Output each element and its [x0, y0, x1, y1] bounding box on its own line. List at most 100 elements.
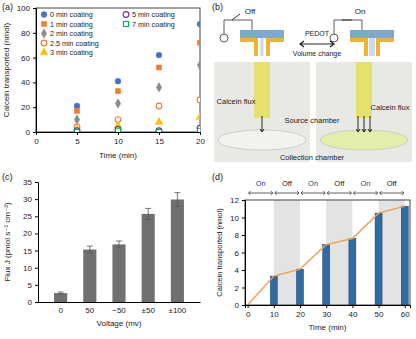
- tick-mark: [405, 305, 406, 308]
- phase-label: Off: [334, 179, 345, 188]
- panel-label: (d): [212, 172, 223, 182]
- tick-label: 8: [235, 231, 240, 240]
- pedot-layer: [376, 38, 394, 56]
- tick-label: 35: [23, 178, 32, 187]
- tick: 10: [270, 305, 279, 319]
- tick: ±100: [169, 302, 187, 315]
- tick-mark: [352, 305, 353, 308]
- point: [115, 78, 121, 84]
- point: [197, 40, 200, 45]
- tick: 60: [401, 305, 410, 319]
- tick: 6: [235, 249, 245, 258]
- tick-mark: [35, 302, 38, 303]
- point: [156, 52, 162, 58]
- switch: [232, 14, 240, 20]
- tick-label: 6: [235, 249, 240, 258]
- tick-label: 0: [28, 298, 33, 307]
- collection-dish: [320, 130, 408, 150]
- point: [197, 21, 200, 27]
- bar: [171, 199, 184, 302]
- chamber: [240, 30, 284, 38]
- plot-frame: [36, 8, 200, 132]
- tick-mark: [35, 285, 38, 286]
- collection-dish: [218, 130, 306, 150]
- bar: [375, 213, 382, 305]
- tick: 80: [21, 29, 36, 38]
- pedot-layer: [350, 38, 368, 56]
- legend-symbol: [123, 21, 128, 26]
- tick-label: 4: [235, 266, 240, 275]
- tick-mark: [242, 218, 245, 219]
- bar: [401, 206, 408, 305]
- tick-mark: [159, 132, 160, 135]
- tick-mark: [33, 132, 36, 133]
- tick: 10: [230, 214, 245, 223]
- axis-title: Flux J (pmol s⁻¹ cm⁻²): [3, 202, 12, 281]
- bar: [349, 239, 356, 306]
- tick-label: 15: [23, 247, 32, 256]
- channel: [261, 38, 264, 56]
- panel-b: (b)OffOnPEDOTVolume changeCalcein fluxCa…: [212, 2, 412, 162]
- error-bar: [145, 208, 151, 219]
- electrode-label: PEDOT: [305, 30, 330, 37]
- tick-label: 0: [246, 310, 251, 319]
- tick-mark: [77, 132, 78, 135]
- phase-shade: [379, 200, 405, 305]
- axis-line: [246, 306, 411, 309]
- bar: [142, 214, 155, 302]
- point: [115, 127, 121, 132]
- tick: 60: [21, 54, 36, 63]
- action-label: Volume change: [293, 50, 341, 58]
- tick-label: 10: [23, 264, 32, 273]
- bar: [323, 245, 330, 305]
- legend-symbol: [41, 29, 46, 38]
- plot-area: [54, 193, 184, 302]
- tick: 50: [375, 305, 384, 319]
- point: [115, 99, 120, 108]
- tick-mark: [35, 216, 38, 217]
- plot-area: [248, 200, 409, 305]
- tick: 5: [75, 132, 80, 146]
- tick-mark: [33, 58, 36, 59]
- phase-label: On: [360, 179, 370, 188]
- tick-label: 0: [235, 301, 240, 310]
- axis: 0102030405060: [246, 305, 411, 319]
- phase-label: Off: [387, 179, 398, 188]
- tick: 0: [246, 305, 251, 319]
- legend-symbol: [41, 12, 47, 18]
- tick: 35: [23, 178, 38, 187]
- tick-mark: [274, 305, 275, 308]
- tick-mark: [242, 288, 245, 289]
- tick-label: 2: [235, 284, 240, 293]
- panel-c: 050−50±50±10005101520253035(c)Voltage (m…: [2, 172, 201, 328]
- tube: [254, 62, 270, 118]
- point: [115, 89, 120, 94]
- legend-label: 3 min coating: [50, 48, 93, 57]
- tick-label: 80: [21, 29, 30, 38]
- legend-label: 7 min coating: [132, 20, 175, 29]
- photo: [316, 62, 412, 162]
- axis-line: [35, 183, 39, 303]
- tick-mark: [248, 305, 249, 308]
- tick-label: 5: [75, 137, 80, 146]
- flux-arrow: [356, 116, 360, 132]
- axis: 050−50±50±100: [39, 302, 201, 315]
- phase-shade: [326, 200, 352, 305]
- tick: 10: [114, 132, 123, 146]
- tick: 25: [23, 212, 38, 221]
- error-bar: [58, 292, 64, 294]
- axis-title: Time (min): [309, 323, 347, 332]
- tick: 10: [23, 264, 38, 273]
- tick-label: 40: [348, 310, 357, 319]
- bar: [83, 250, 96, 302]
- tick-label: 60: [21, 54, 30, 63]
- tick-label: 15: [155, 137, 164, 146]
- phase-label: Off: [282, 179, 293, 188]
- flux-arrow: [260, 116, 264, 132]
- point: [196, 113, 200, 120]
- tick-label: 0: [34, 137, 39, 146]
- point: [74, 103, 80, 109]
- tick: 0: [34, 132, 39, 146]
- tick-mark: [118, 132, 119, 135]
- error-bar: [174, 193, 180, 207]
